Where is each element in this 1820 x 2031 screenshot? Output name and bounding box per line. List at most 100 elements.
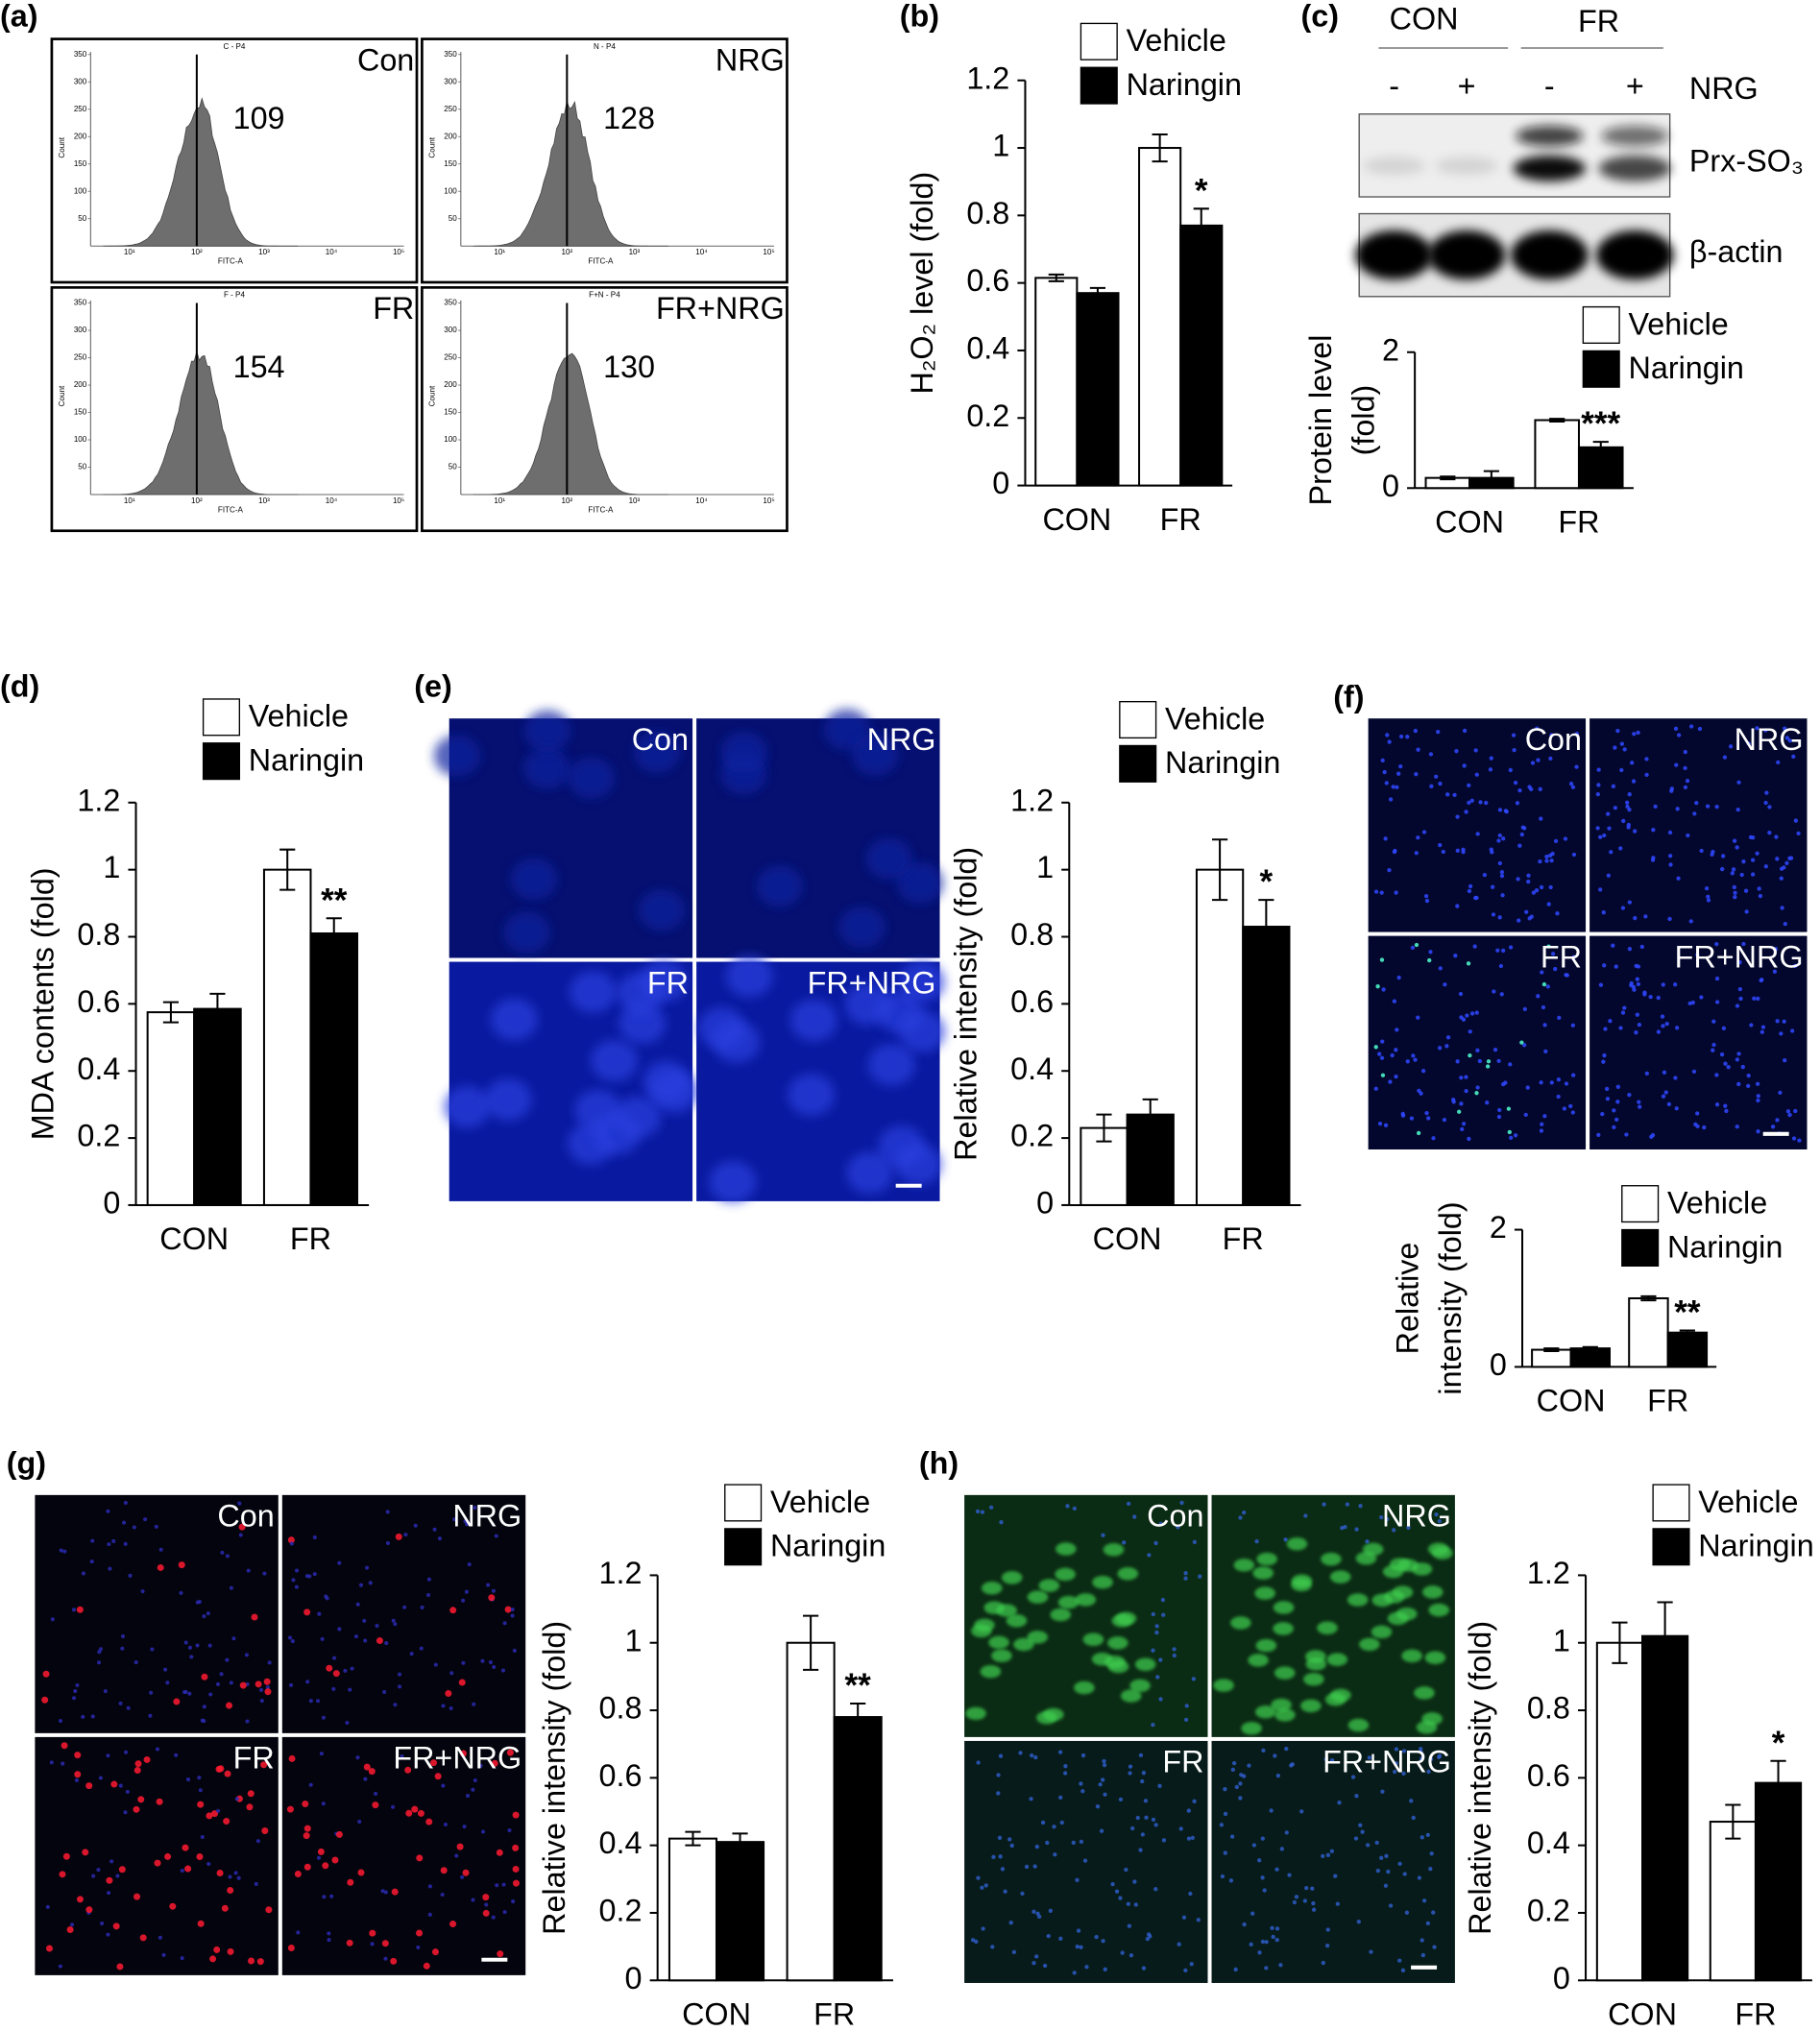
x-tick-label: CON [1537,1384,1606,1418]
cell [1485,1064,1491,1069]
cell [223,1818,231,1825]
cell [1603,1027,1608,1031]
cell [331,1686,336,1691]
bar [146,1011,196,1206]
cell [1302,1898,1308,1903]
cell [1124,1867,1128,1873]
cell [1158,1521,1163,1526]
cell [1392,1769,1397,1775]
cell [1461,1122,1467,1126]
cell [132,1525,136,1530]
cell [348,1687,352,1692]
cell [1229,1834,1235,1839]
cell [154,1524,158,1529]
cell [158,1935,162,1940]
cell [440,1892,445,1898]
cell [1660,1014,1665,1019]
cell [1396,975,1401,980]
cell [304,1574,309,1579]
cell [133,1805,140,1813]
cell [1735,807,1740,812]
cell [1461,847,1466,852]
cell [303,1608,311,1616]
cell [224,1770,231,1777]
cell [1735,1124,1739,1129]
y-tick-label: 0 [625,1961,643,1995]
cell [1213,1679,1234,1692]
cell [1178,1826,1183,1831]
cell [1040,1820,1046,1825]
flow-x-label: FITC-A [588,257,614,266]
cell [1637,1022,1642,1028]
cell [1043,1707,1064,1722]
cell [202,1705,206,1709]
cell [238,1523,246,1531]
micrograph-label: NRG [867,722,936,757]
cell [1644,772,1649,778]
cell [1056,1542,1077,1556]
cell [1605,1097,1611,1101]
cell [1649,1134,1654,1140]
cell [1496,1114,1502,1120]
significance: * [1195,172,1208,209]
cell [1099,1828,1104,1833]
cell [1264,1966,1269,1971]
bar [193,1007,242,1206]
cell [180,1956,184,1961]
cell [85,1906,93,1914]
cell [1114,1889,1120,1894]
legend-swatch [724,1484,763,1522]
cell [1388,797,1394,802]
cell [1770,1124,1776,1129]
cell [484,1902,489,1907]
cell [1273,1753,1277,1758]
cell [1524,909,1529,914]
cell [123,1541,128,1546]
cell [1625,804,1630,810]
cell [1154,1630,1159,1635]
cell [402,1605,407,1609]
significance: ** [1674,1294,1701,1332]
cell [1160,1597,1166,1603]
cell [303,1832,310,1840]
cell [1656,1029,1662,1034]
flow-histogram [473,99,668,247]
cell [58,1964,62,1969]
cell [1303,1513,1308,1518]
cell [1673,1076,1678,1080]
cell [1602,963,1607,968]
cell [1714,976,1720,981]
cell [1233,1967,1238,1972]
cell [1242,1510,1247,1515]
cell [1750,835,1756,840]
cell [1767,831,1772,835]
cell [1255,1638,1277,1653]
legend-label: Vehicle [770,1485,870,1519]
cell [1287,1873,1292,1877]
cell [898,1010,946,1052]
cell [76,1896,84,1903]
cell [1539,1080,1543,1085]
x-tick-label: CON [1608,1997,1677,2031]
cell [1492,1047,1498,1052]
cell [236,1875,241,1880]
cell [1284,1830,1289,1835]
cell [1383,1883,1389,1888]
error-bar [279,848,296,891]
cell [1638,1104,1642,1109]
cell [1138,1848,1143,1852]
cell [1432,1945,1437,1949]
cell [461,1660,466,1665]
cell [790,999,837,1042]
cell [1129,1679,1151,1693]
cell [1274,1926,1280,1931]
cell [1675,807,1680,811]
panel-label: (b) [900,0,939,34]
cell [1254,1538,1259,1544]
cell [1661,982,1665,987]
cell [473,1777,477,1783]
cell [1092,1575,1113,1589]
flow-x-tick-label: 10⁴ [695,496,708,505]
cell [1118,1797,1124,1802]
x-tick-label: FR [1735,1997,1776,2031]
